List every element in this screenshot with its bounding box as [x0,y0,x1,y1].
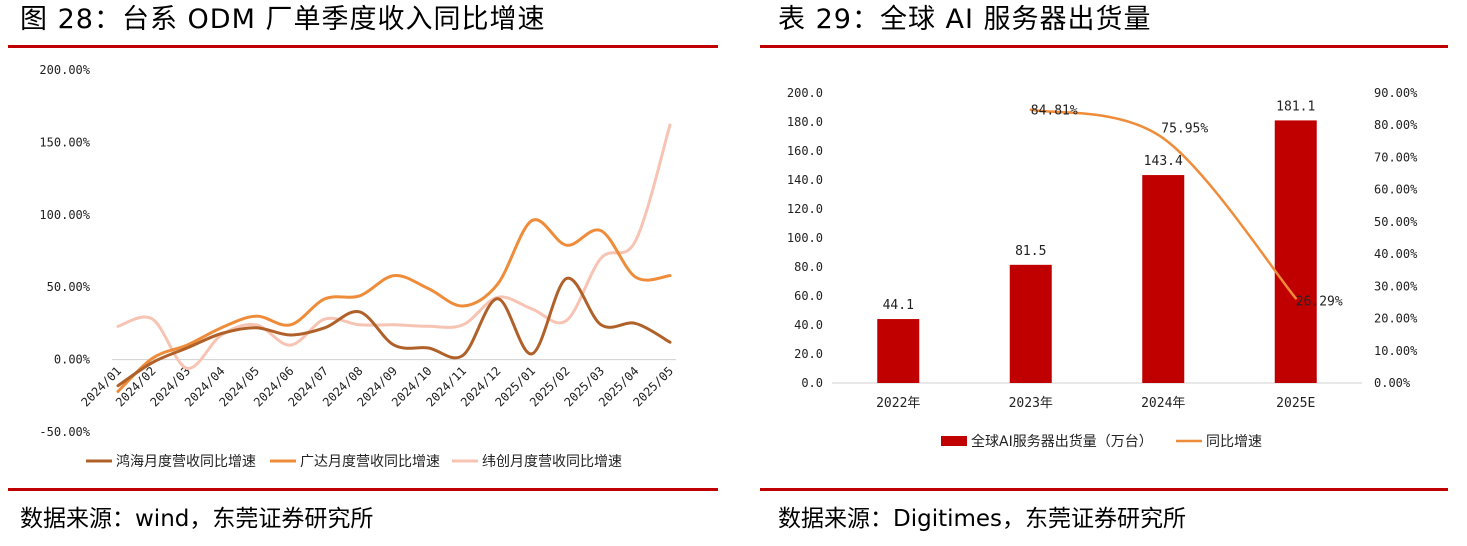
bar-value-label: 143.4 [1144,154,1183,169]
y-left-tick-label: 60.0 [794,289,823,303]
y-right-tick-label: 80.00% [1374,118,1418,132]
growth-value-label: 75.95% [1161,121,1208,136]
left-bottom-rule [8,488,718,491]
left-chart-panel: 图 28：台系 ODM 厂单季度收入同比增速 200.00% 150.00% 100… [0,0,728,546]
right-top-rule [760,45,1448,48]
x-tick-label: 2024年 [1141,396,1185,411]
y-right-tick-label: 60.00% [1374,183,1418,197]
legend-label-line: 同比增速 [1206,434,1262,450]
y-right-tick-label: 50.00% [1374,215,1418,229]
y-left-tick-label: 0.0 [801,376,823,390]
y-left-tick-label: 120.0 [787,202,823,216]
left-source-note: 数据来源：wind，东莞证券研究所 [20,506,374,532]
legend-swatch-bar [941,436,967,446]
bar-4 [1274,120,1317,383]
left-chart-title: 图 28：台系 ODM 厂单季度收入同比增速 [20,4,546,35]
y-right-tick-label: 40.00% [1374,247,1418,261]
y-left-tick-label: 80.0 [794,260,823,274]
bar-2 [1009,264,1052,383]
x-tick-label: 2023年 [1009,396,1053,411]
series-line-2 [116,218,672,393]
bar-1 [877,319,920,383]
bar-value-label: 44.1 [883,298,914,313]
y-right-tick-label: 10.00% [1374,344,1418,358]
bar-value-label: 81.5 [1015,244,1046,259]
x-tick-label: 2022年 [876,396,920,411]
y-left-tick-label: 200.0 [787,86,823,100]
bar-3 [1142,175,1185,383]
y-right-tick-label: 30.00% [1374,279,1418,293]
y-left-tick-label: 40.0 [794,318,823,332]
y-left-tick-label: 100.0 [787,231,823,245]
right-bottom-rule [760,488,1448,491]
legend-label-1: 鸿海月度营收同比增速 [116,453,256,470]
y-right-tick-label: 90.00% [1374,86,1418,100]
growth-value-label: 26.29% [1296,294,1343,309]
y-tick-label: 50.00% [47,280,91,294]
y-left-tick-label: 160.0 [787,144,823,158]
legend-label-2: 广达月度营收同比增速 [300,454,440,470]
right-chart-title: 表 29：全球 AI 服务器出货量 [778,4,1152,35]
y-tick-label: -50.00% [39,425,90,439]
legend-label-bar: 全球AI服务器出货量（万台） [971,433,1153,450]
right-chart-panel: 表 29：全球 AI 服务器出货量 200.0 180.0 160.0 140.0 12… [752,0,1467,546]
y-right-tick-label: 70.00% [1374,150,1418,164]
bar-value-label: 181.1 [1276,99,1315,114]
y-tick-label: 200.00% [39,63,90,77]
legend-label-3: 纬创月度营收同比增速 [482,454,622,470]
growth-line [1029,108,1298,300]
growth-value-label: 84.81% [1031,104,1078,119]
series-line-1 [116,276,672,388]
y-left-tick-label: 140.0 [787,173,823,187]
left-top-rule [8,45,718,48]
y-tick-label: 100.00% [39,208,90,222]
right-source-note: 数据来源：Digitimes，东莞证券研究所 [778,506,1187,532]
y-tick-label: 150.00% [39,135,90,149]
y-right-tick-label: 0.00% [1374,376,1411,390]
x-tick-label: 2025E [1276,396,1315,411]
y-tick-label: 0.00% [54,353,91,367]
y-left-tick-label: 180.0 [787,115,823,129]
left-line-chart: 200.00%150.00%100.00%50.00%0.00%-50.00%2… [39,63,676,470]
y-right-tick-label: 20.00% [1374,312,1418,326]
right-bar-line-chart: 200.0 180.0 160.0 140.0 120.0 100.0 80.0 60.0 40… [787,86,1418,450]
y-left-tick-label: 20.0 [794,347,823,361]
series-line-3 [116,123,672,370]
